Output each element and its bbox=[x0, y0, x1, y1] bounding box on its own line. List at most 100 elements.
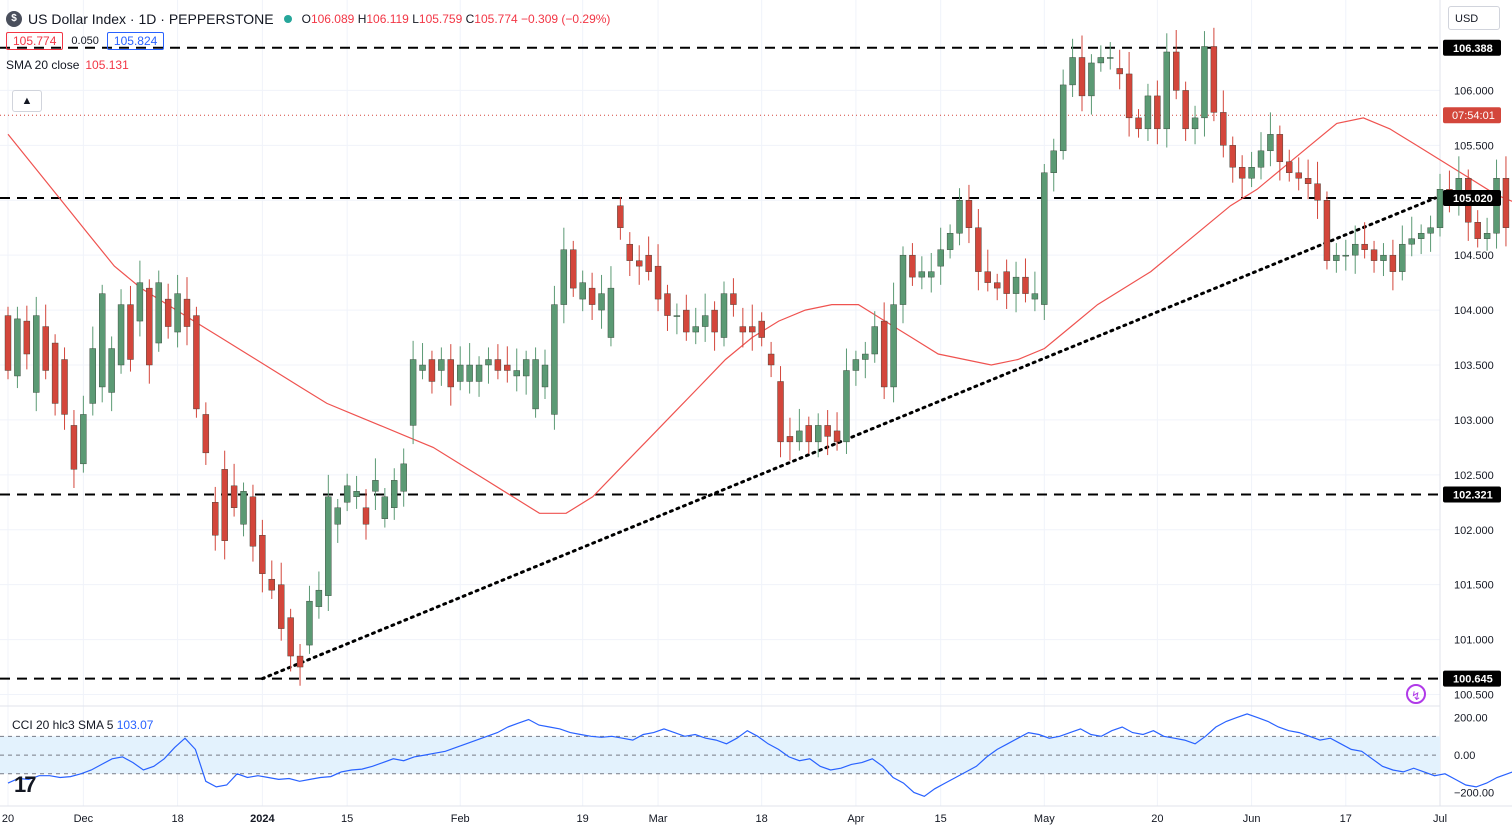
candle-body bbox=[23, 320, 31, 355]
candle-body bbox=[1078, 57, 1086, 97]
candle-body bbox=[1427, 227, 1434, 234]
candle-body bbox=[880, 320, 888, 388]
candle-body bbox=[1370, 249, 1378, 261]
candle bbox=[127, 285, 134, 372]
candle bbox=[174, 274, 181, 348]
candle bbox=[1201, 31, 1208, 137]
candle bbox=[51, 334, 59, 416]
candle-body bbox=[636, 260, 643, 267]
price-tick-label: 102.000 bbox=[1454, 525, 1494, 537]
candle bbox=[1276, 125, 1284, 181]
candle-body bbox=[1238, 167, 1246, 179]
candle-body bbox=[1248, 167, 1255, 179]
candle bbox=[1399, 225, 1406, 281]
level-price-tag bbox=[1443, 190, 1501, 207]
trendline[interactable] bbox=[260, 196, 1437, 681]
candle-body bbox=[504, 364, 511, 371]
candle-body bbox=[852, 359, 860, 371]
price-tick-label: 106.000 bbox=[1454, 85, 1494, 97]
candle-body bbox=[833, 430, 841, 443]
candle bbox=[1220, 90, 1227, 158]
candle bbox=[796, 408, 803, 451]
candle-body bbox=[645, 254, 652, 272]
buy-price-button[interactable]: 105.824 bbox=[106, 32, 165, 50]
candle bbox=[325, 474, 332, 612]
horizontal-levels[interactable] bbox=[0, 46, 1440, 680]
candle bbox=[447, 344, 454, 406]
candle-body bbox=[70, 425, 78, 470]
candle bbox=[730, 278, 737, 317]
candle bbox=[1267, 112, 1274, 167]
candle bbox=[541, 349, 549, 400]
candle bbox=[202, 402, 210, 465]
candle-body bbox=[4, 315, 12, 371]
candle-body bbox=[99, 293, 106, 388]
candle-body bbox=[1333, 254, 1340, 261]
candle bbox=[306, 585, 313, 654]
candle bbox=[975, 209, 982, 291]
currency-select[interactable]: USD bbox=[1448, 6, 1500, 30]
candle bbox=[899, 246, 907, 324]
chevron-up-icon: ▲ bbox=[21, 95, 33, 107]
candle-body bbox=[108, 348, 115, 393]
candle-body bbox=[937, 249, 944, 267]
candle bbox=[287, 608, 294, 672]
candle bbox=[1210, 27, 1218, 122]
candle-body bbox=[494, 359, 502, 371]
collapse-legend-button[interactable]: ▲ bbox=[12, 90, 42, 112]
candle bbox=[1286, 149, 1293, 182]
candle-body bbox=[1399, 243, 1406, 272]
candle bbox=[579, 270, 586, 312]
candle-body bbox=[532, 359, 539, 410]
candle bbox=[164, 283, 172, 339]
candle bbox=[259, 519, 266, 593]
candle-body bbox=[14, 318, 21, 377]
candle-body bbox=[287, 617, 294, 657]
sell-price-button[interactable]: 105.774 bbox=[6, 32, 64, 50]
level-price-tag bbox=[1443, 486, 1501, 503]
candle bbox=[1078, 35, 1086, 112]
level-price-tag bbox=[1443, 670, 1501, 687]
candle-body bbox=[899, 254, 907, 305]
candle-body bbox=[909, 254, 916, 278]
cci-legend[interactable]: CCI 20 hlc3 SMA 5 103.07 bbox=[12, 718, 154, 732]
candle bbox=[588, 272, 596, 320]
candle-body bbox=[1088, 62, 1095, 97]
price-axis[interactable]: 106.000105.500105.000104.500104.000103.5… bbox=[1443, 39, 1501, 800]
time-tick-label: Apr bbox=[847, 813, 864, 825]
symbol-title[interactable]: US Dollar Index · 1D · PEPPERSTONE bbox=[28, 11, 274, 27]
sma-legend[interactable]: SMA 20 close 105.131 bbox=[6, 58, 129, 72]
candle bbox=[1059, 69, 1067, 160]
candle-body bbox=[117, 304, 125, 366]
candle-body bbox=[1050, 150, 1057, 173]
candle bbox=[626, 232, 633, 277]
candle-body bbox=[428, 359, 436, 382]
time-tick-label: 18 bbox=[756, 813, 768, 825]
candle-body bbox=[146, 287, 153, 366]
candle-body bbox=[1191, 117, 1199, 130]
candle bbox=[343, 473, 351, 512]
candle-body bbox=[1069, 57, 1076, 86]
candle-body bbox=[1173, 51, 1180, 91]
candle-body bbox=[230, 485, 238, 508]
level-price-label: 105.020 bbox=[1453, 193, 1493, 205]
time-tick-label: 15 bbox=[935, 813, 947, 825]
candle-body bbox=[61, 359, 68, 415]
candle-body bbox=[1135, 117, 1142, 130]
flash-icon[interactable]: ↯ bbox=[1406, 684, 1426, 704]
candle-body bbox=[485, 359, 492, 366]
candle bbox=[1238, 155, 1246, 197]
candle bbox=[1116, 49, 1123, 90]
candle bbox=[965, 184, 973, 244]
candle bbox=[1191, 105, 1199, 145]
candle bbox=[221, 450, 228, 560]
candle-body bbox=[475, 364, 483, 382]
candle bbox=[146, 279, 153, 384]
cci-pane bbox=[0, 713, 1512, 797]
candle bbox=[598, 274, 605, 329]
candle-body bbox=[259, 535, 266, 574]
candle bbox=[23, 305, 31, 370]
candle bbox=[212, 486, 219, 551]
time-axis[interactable]: 20 Dec 18 2024 15 Feb 19 Mar 18 Apr 15 May 20 Jun 17 Ju… bbox=[2, 813, 1447, 825]
